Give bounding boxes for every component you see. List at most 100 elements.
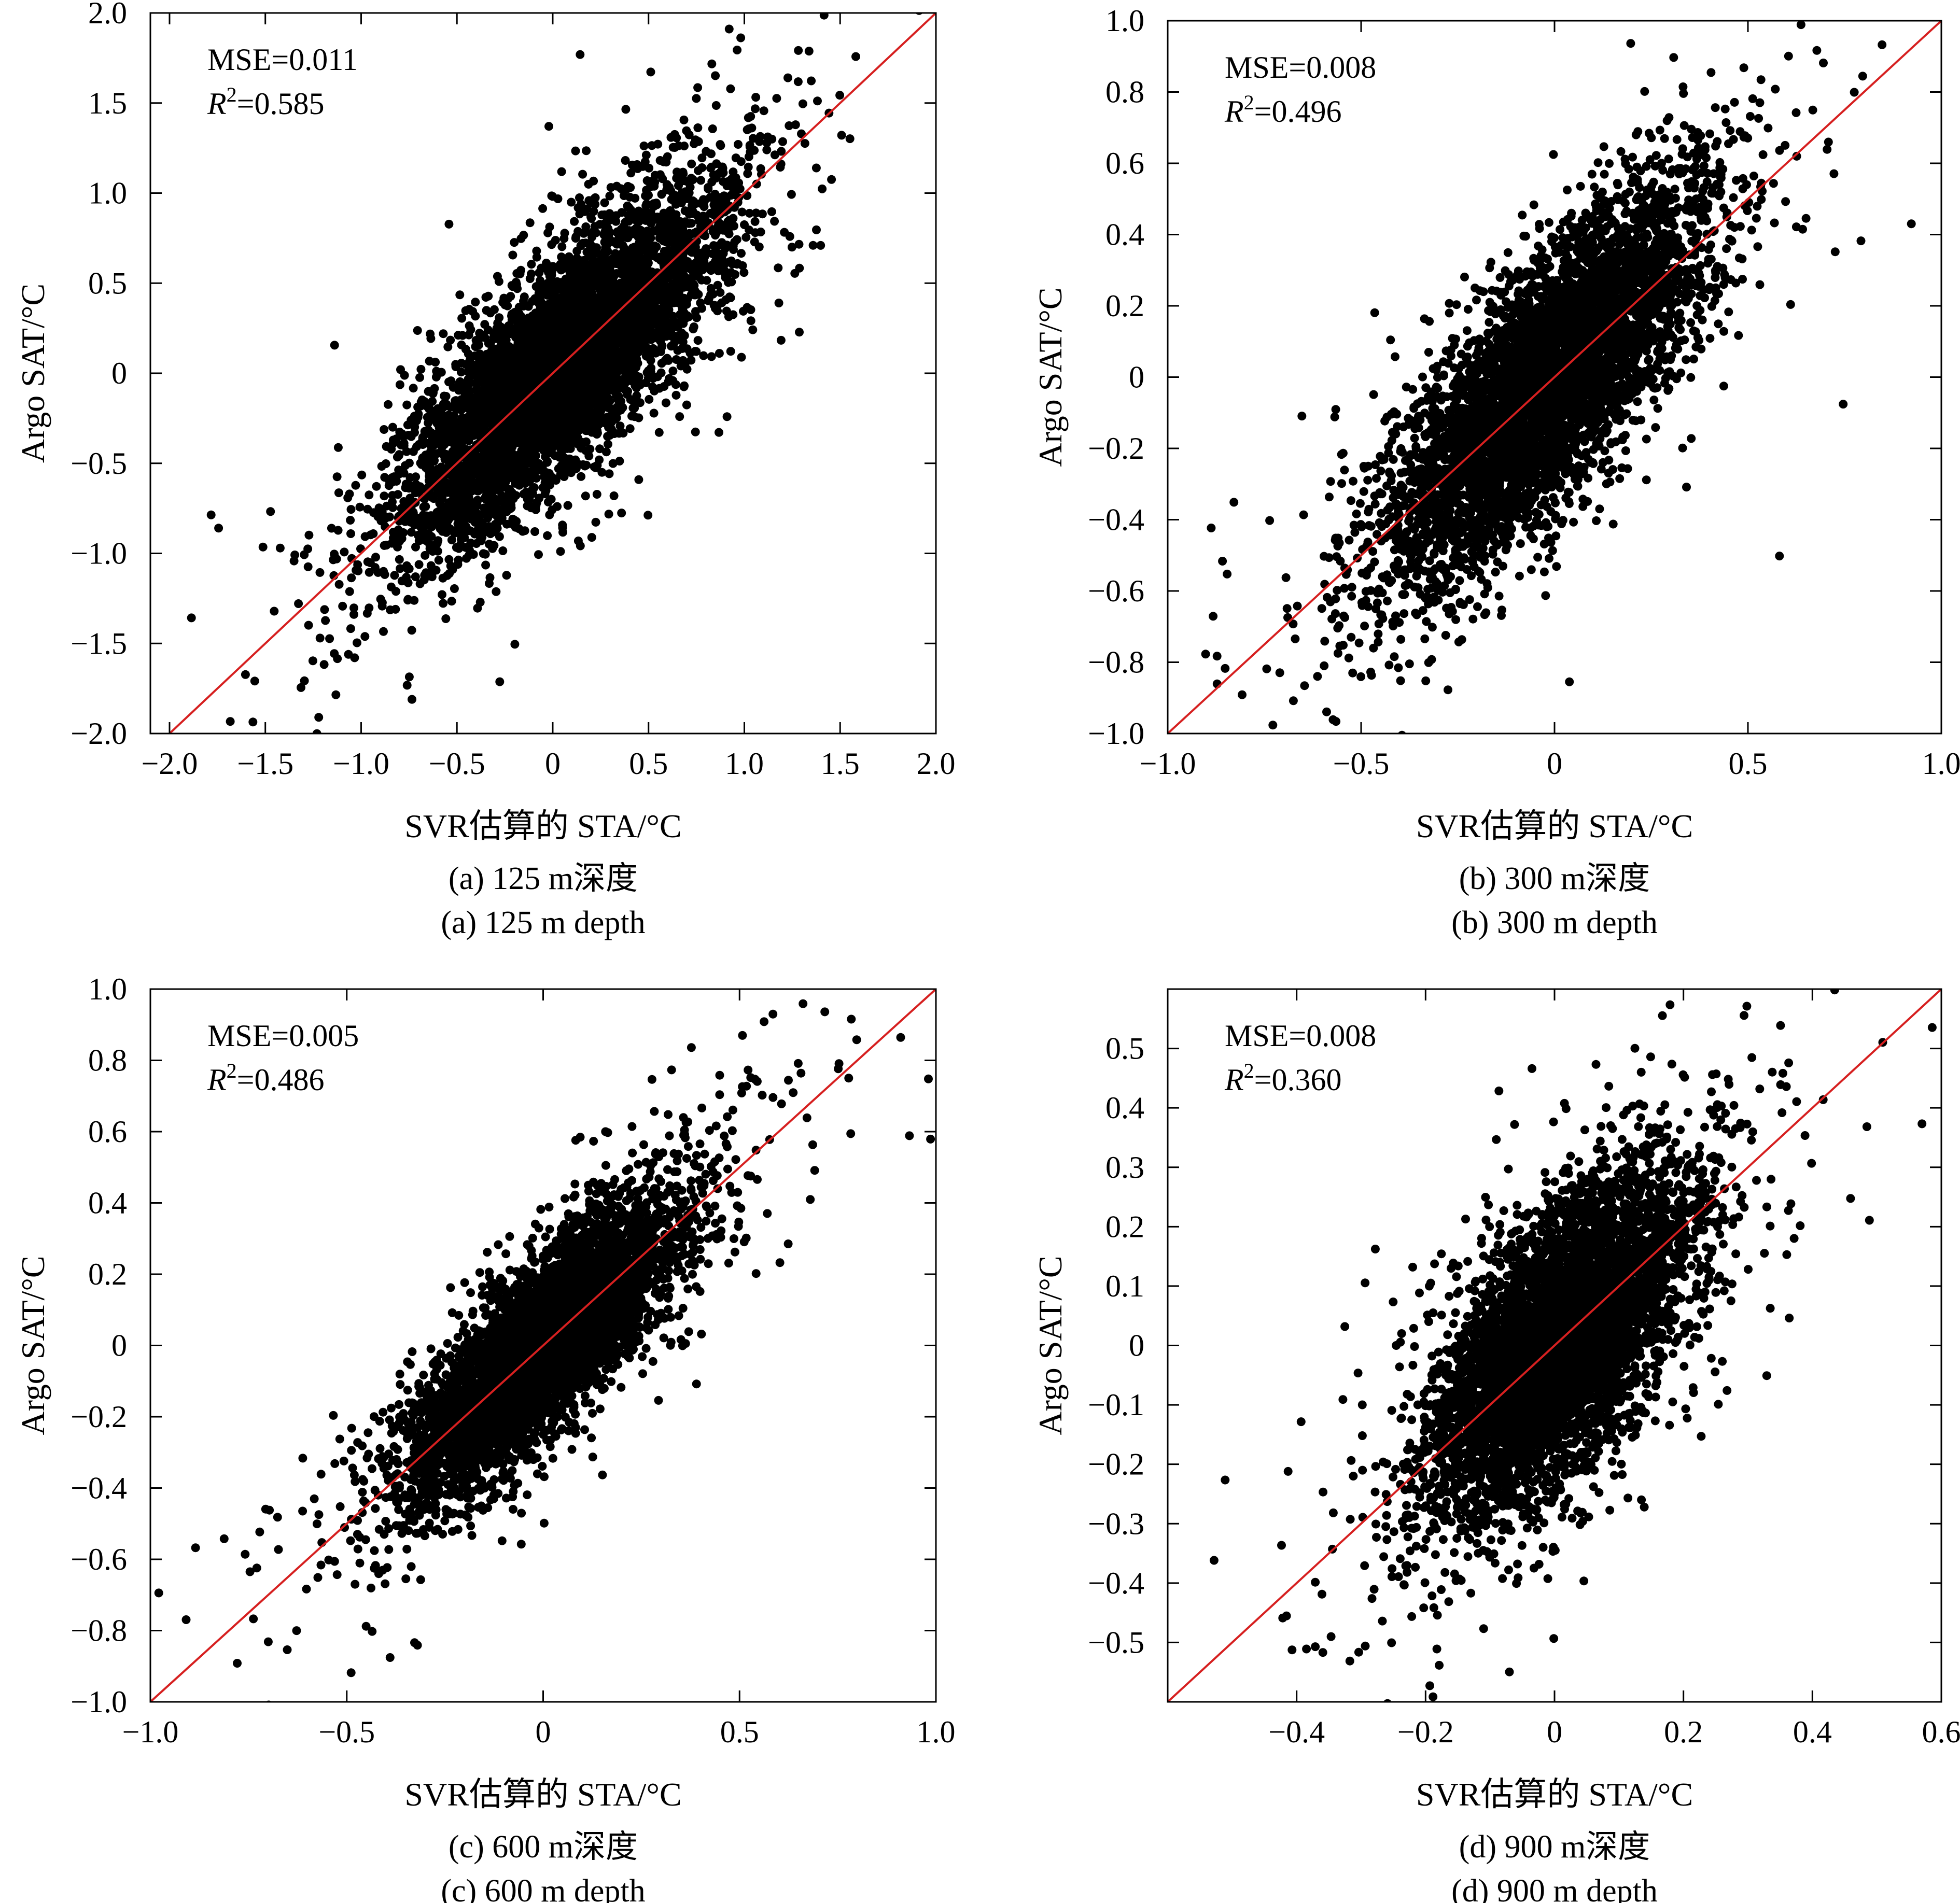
- scatter-point: [522, 487, 530, 497]
- scatter-point: [827, 175, 836, 184]
- scatter-point: [315, 568, 325, 577]
- scatter-point: [582, 261, 591, 270]
- scatter-point: [582, 272, 591, 280]
- scatter-point: [543, 228, 553, 237]
- panel-a: −2.0 −1.5 −1.0 −0.5 0 0.5 1.0 1.5 2.0−2.0−1.5−1.…: [15, 0, 956, 940]
- scatter-point: [387, 473, 397, 482]
- scatter-point: [655, 384, 664, 393]
- scatter-point: [715, 428, 723, 437]
- scatter-point: [697, 153, 707, 163]
- scatter-point: [330, 649, 339, 658]
- scatter-point: [427, 522, 437, 531]
- scatter-point: [558, 523, 567, 532]
- scatter-point: [741, 233, 751, 242]
- scatter-point: [544, 122, 553, 131]
- scatter-point: [258, 542, 268, 552]
- scatter-point: [736, 33, 746, 43]
- scatter-point: [332, 472, 342, 482]
- scatter-point: [426, 511, 436, 520]
- scatter-point: [750, 217, 760, 226]
- scatter-point: [496, 468, 506, 477]
- scatter-point: [651, 348, 661, 358]
- scatter-point: [595, 444, 605, 454]
- scatter-point: [355, 502, 365, 512]
- scatter-point: [409, 447, 418, 456]
- scatter-point: [297, 683, 305, 692]
- scatter-point: [464, 330, 473, 340]
- scatter-point: [465, 464, 474, 474]
- scatter-point: [692, 313, 702, 322]
- scatter-point: [206, 510, 216, 519]
- scatter-point: [567, 317, 577, 327]
- scatter-point: [585, 384, 594, 393]
- scatter-point: [484, 528, 494, 537]
- scatter-point: [835, 91, 845, 100]
- scatter-point: [711, 71, 720, 80]
- scatter-point: [756, 228, 765, 236]
- scatter-point: [736, 157, 746, 166]
- scatter-point: [562, 393, 571, 403]
- scatter-point: [353, 638, 361, 647]
- scatter-point: [321, 616, 330, 625]
- scatter-point: [497, 510, 507, 519]
- scatter-point: [604, 397, 613, 406]
- scatter-point: [331, 690, 341, 699]
- scatter-point: [774, 299, 783, 307]
- scatter-point: [723, 217, 733, 226]
- scatter-point: [744, 113, 753, 122]
- scatter-point: [312, 729, 321, 734]
- scatter-point: [752, 179, 761, 189]
- scatter-point: [395, 555, 404, 564]
- scatter-point: [631, 215, 640, 224]
- scatter-point: [401, 480, 411, 489]
- scatter-point: [376, 595, 385, 604]
- scatter-point: [451, 362, 460, 371]
- scatter-point: [187, 613, 196, 623]
- scatter-point: [737, 207, 747, 217]
- scatter-point: [304, 530, 314, 540]
- scatter-point: [573, 537, 583, 545]
- scatter-point: [460, 533, 469, 542]
- scatter-point: [645, 394, 654, 404]
- scatter-point: [659, 157, 668, 166]
- scatter-point: [648, 383, 657, 392]
- scatter-point: [466, 401, 474, 411]
- scatter-point: [702, 276, 711, 285]
- scatter-point: [715, 263, 724, 272]
- scatter-point: [594, 379, 603, 389]
- scatter-point: [391, 587, 401, 596]
- scatter-point: [409, 384, 418, 393]
- scatter-point: [510, 238, 519, 247]
- scatter-point: [503, 301, 512, 311]
- scatter-point: [649, 202, 659, 211]
- scatter-point: [646, 178, 655, 187]
- scatter-point: [509, 518, 519, 528]
- scatter-point: [636, 241, 646, 250]
- scatter-point: [746, 316, 755, 326]
- scatter-point: [542, 468, 551, 477]
- scatter-point: [457, 340, 466, 349]
- scatter-point: [663, 307, 673, 317]
- scatter-point: [405, 495, 415, 504]
- scatter-point: [347, 573, 356, 583]
- scatter-point: [314, 713, 324, 722]
- scatter-point: [591, 463, 600, 472]
- scatter-point: [729, 245, 738, 254]
- scatter-point: [556, 470, 565, 480]
- scatter-point: [499, 359, 508, 369]
- scatter-point: [776, 335, 786, 345]
- scatter-point: [573, 440, 583, 449]
- scatter-point: [396, 365, 405, 374]
- scatter-point: [412, 416, 421, 426]
- scatter-point: [526, 441, 536, 450]
- scatter-point: [452, 471, 461, 481]
- scatter-point: [643, 511, 653, 520]
- scatter-point: [767, 207, 776, 216]
- scatter-point: [675, 238, 684, 248]
- scatter-point: [330, 341, 339, 350]
- scatter-point: [818, 184, 827, 193]
- scatter-point: [600, 219, 610, 228]
- scatter-point: [379, 627, 388, 636]
- scatter-point: [605, 469, 614, 478]
